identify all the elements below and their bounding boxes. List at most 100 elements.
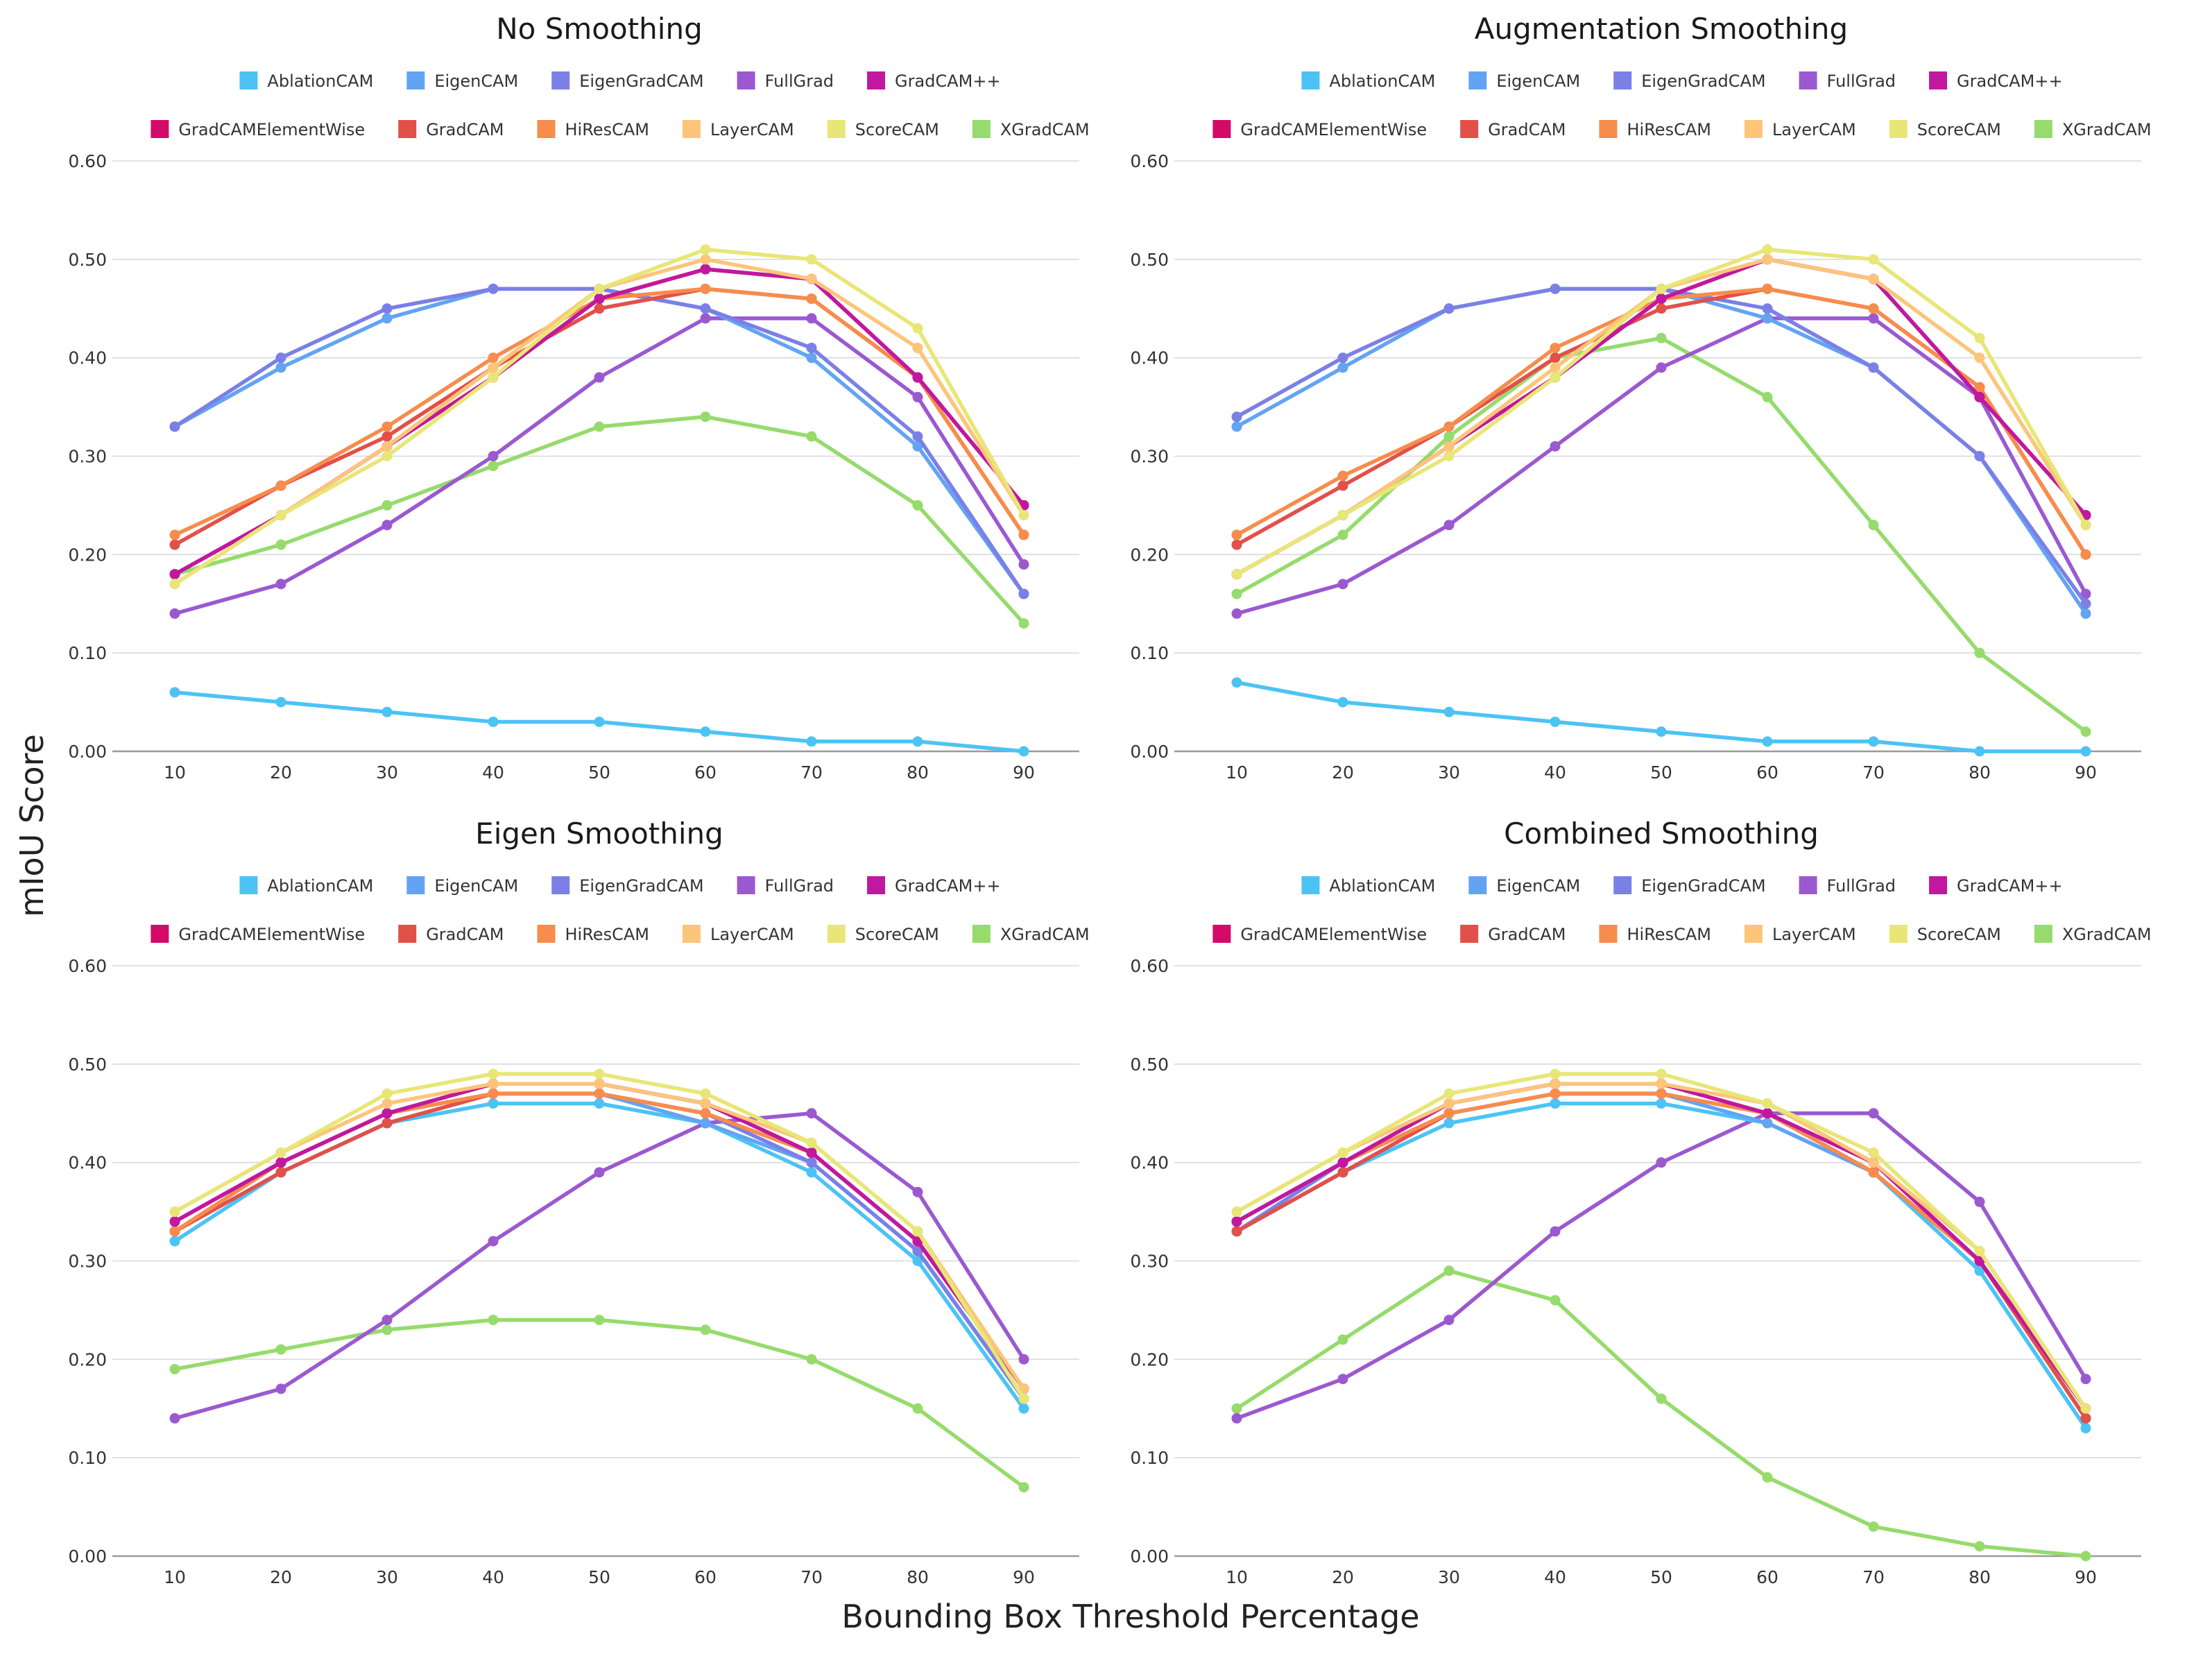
x-tick-label: 80	[907, 1567, 929, 1587]
data-point	[1018, 618, 1029, 629]
series-scorecam	[169, 244, 1029, 590]
data-point	[381, 451, 393, 461]
legend-swatch	[737, 71, 755, 89]
data-point	[806, 1354, 817, 1365]
data-point	[806, 1137, 817, 1148]
x-tick-label: 80	[1969, 762, 1991, 783]
legend-item-eigencam: EigenCAM	[1468, 876, 1580, 896]
data-point	[1868, 362, 1879, 373]
y-tick-label: 0.40	[68, 348, 107, 368]
data-point	[1762, 1118, 1773, 1129]
chart-panel-eigen-smoothing: Eigen Smoothing AblationCAM EigenCAM EigenG…	[68, 817, 1089, 1587]
legend-label: GradCAM	[426, 925, 504, 944]
x-tick-label: 70	[1862, 762, 1885, 783]
series-xgradcam	[169, 411, 1029, 629]
legend-item-hirescam: HiResCAM	[1599, 925, 1711, 944]
data-point	[1337, 480, 1348, 491]
data-point	[806, 736, 817, 747]
y-tick-label: 0.10	[68, 1448, 107, 1468]
data-point	[1868, 313, 1879, 324]
legend-item-eigengradcam: EigenGradCAM	[1613, 71, 1766, 91]
legend-label: GradCAMElementWise	[178, 925, 365, 944]
legend-label: GradCAM++	[895, 71, 1001, 91]
x-tick-label: 20	[1332, 1567, 1354, 1587]
data-point	[1231, 1226, 1242, 1237]
data-point	[1974, 1245, 1985, 1256]
data-point	[806, 313, 817, 324]
legend-item-gradcamelementwise: GradCAMElementWise	[151, 120, 365, 139]
data-point	[1231, 1216, 1242, 1227]
legend-label: GradCAM++	[1957, 876, 2063, 896]
legend-swatch	[1929, 71, 1948, 89]
series-fullgrad	[169, 1108, 1029, 1424]
data-point	[381, 1088, 393, 1099]
legend-swatch	[1460, 120, 1479, 138]
legend-item-scorecam: ScoreCAM	[1889, 925, 2001, 944]
data-point	[488, 461, 499, 472]
legend-label: EigenGradCAM	[579, 876, 703, 896]
legend-swatch	[827, 925, 846, 943]
data-point	[2080, 1551, 2091, 1562]
x-tick-label: 50	[1650, 1567, 1672, 1587]
data-point	[169, 687, 180, 698]
legend-label: AblationCAM	[1329, 71, 1435, 91]
data-point	[381, 1315, 393, 1326]
data-point	[381, 520, 393, 531]
data-point	[1762, 1472, 1773, 1483]
legend-swatch	[1929, 876, 1948, 894]
data-point	[1868, 1147, 1879, 1158]
legend-item-hirescam: HiResCAM	[1599, 120, 1711, 139]
x-tick-label: 90	[1013, 1567, 1035, 1587]
data-point	[1443, 431, 1455, 442]
y-tick-label: 0.20	[1130, 1349, 1169, 1369]
legend-label: LayerCAM	[710, 120, 794, 139]
data-point	[700, 1088, 711, 1099]
legend-label: ScoreCAM	[855, 120, 939, 139]
data-point	[1656, 1157, 1667, 1168]
legend-swatch	[1744, 120, 1763, 138]
data-point	[806, 1157, 817, 1168]
data-point	[488, 1098, 499, 1109]
data-point	[1656, 726, 1667, 737]
legend-item-eigengradcam: EigenGradCAM	[551, 71, 704, 91]
data-point	[1231, 1403, 1242, 1414]
legend-label: ScoreCAM	[1917, 925, 2001, 944]
chart-panel-combined-smoothing: Combined Smoothing AblationCAM EigenCAM Eig…	[1130, 817, 2151, 1587]
data-point	[912, 1226, 923, 1237]
series-scorecam	[1231, 1068, 2091, 1414]
data-point	[488, 451, 499, 461]
legend-item-gradcamelementwise: GradCAMElementWise	[1212, 925, 1427, 944]
data-point	[275, 539, 286, 550]
x-tick-label: 10	[164, 762, 186, 783]
data-point	[1018, 1403, 1029, 1414]
legend-swatch	[406, 71, 425, 89]
data-point	[381, 421, 393, 432]
data-point	[806, 1147, 817, 1158]
y-tick-label: 0.00	[1130, 1546, 1169, 1567]
data-point	[1443, 421, 1455, 432]
data-point	[594, 372, 605, 383]
data-point	[275, 1147, 286, 1158]
data-point	[1231, 411, 1242, 422]
data-point	[1974, 1541, 1985, 1552]
data-point	[806, 431, 817, 442]
chart-panel-no-smoothing: No Smoothing AblationCAM EigenCAM EigenGrad…	[68, 12, 1089, 783]
legend-item-gradcamelementwise: GradCAMElementWise	[151, 925, 365, 944]
legend-swatch	[406, 876, 425, 894]
data-point	[912, 1186, 923, 1197]
data-point	[169, 1206, 180, 1218]
legend-swatch	[1301, 71, 1320, 89]
legend-label: GradCAM++	[1957, 71, 2063, 91]
legend-label: AblationCAM	[267, 71, 373, 91]
data-point	[275, 1157, 286, 1168]
legend-swatch	[827, 120, 846, 138]
data-point	[381, 441, 393, 452]
legend-label: XGradCAM	[1000, 925, 1090, 944]
legend-swatch	[2034, 925, 2052, 943]
data-point	[1337, 1374, 1348, 1385]
data-point	[381, 1118, 393, 1129]
legend-swatch	[1468, 876, 1487, 894]
data-point	[1974, 332, 1985, 343]
legend-label: LayerCAM	[1772, 925, 1856, 944]
legend-label: GradCAM	[1488, 925, 1566, 944]
